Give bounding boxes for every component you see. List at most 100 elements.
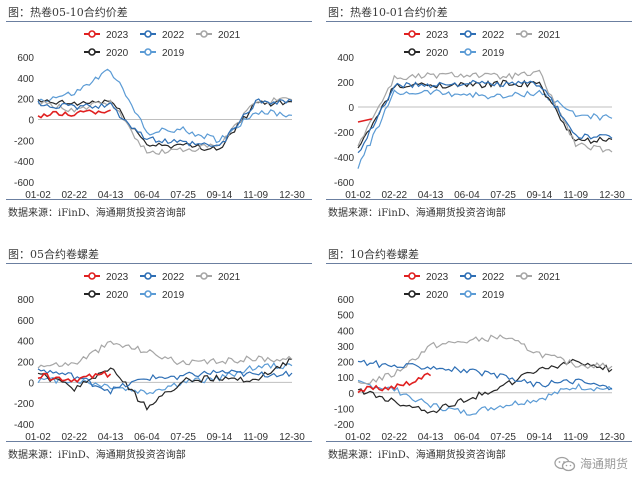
y-tick-label: 0	[348, 389, 354, 400]
legend-label-2019: 2019	[482, 290, 505, 301]
title-rule	[326, 263, 632, 264]
panel-title: 图：05合约卷螺差	[8, 248, 99, 261]
y-tick-label: -600	[334, 178, 354, 189]
chart-panel-10-coil-rebar: 图：10合约卷螺差 2023 2022 2021 2020 2019 600 500 400 3…	[322, 242, 638, 480]
panel-title: 图：热卷05-10合约价差	[8, 6, 128, 19]
y-tick-label: -400	[14, 420, 34, 431]
y-tick-label: 800	[17, 295, 34, 306]
series-line-2023	[37, 370, 112, 383]
y-tick-label: -200	[14, 399, 34, 410]
y-tick-label: 200	[17, 358, 34, 369]
panel-title: 图：热卷10-01合约价差	[328, 6, 448, 19]
y-tick-label: -600	[14, 178, 34, 189]
y-tick-label: -400	[334, 153, 354, 164]
y-tick-label: 200	[17, 95, 34, 106]
y-tick-label: -400	[14, 157, 34, 168]
y-tick-label: -100	[334, 404, 354, 415]
legend-label-2020: 2020	[426, 48, 449, 59]
legend-marker-2020	[408, 48, 416, 56]
x-tick-label: 01-02	[345, 190, 371, 200]
x-tick-label: 01-02	[25, 190, 51, 200]
series-line-2020	[357, 358, 613, 414]
x-tick-label: 11-09	[243, 432, 268, 442]
series-line-2019	[357, 379, 613, 416]
legend-label-2019: 2019	[162, 48, 185, 59]
y-tick-label: 100	[337, 373, 354, 384]
y-tick-label: 600	[17, 316, 34, 327]
legend-marker-2020	[88, 290, 96, 298]
y-tick-label: 0	[28, 116, 34, 127]
x-tick-label: 02-22	[381, 432, 407, 442]
series-line-2020	[37, 358, 293, 411]
legend-label-2023: 2023	[426, 30, 449, 41]
legend-label-2021: 2021	[218, 30, 241, 41]
title-rule	[326, 21, 632, 22]
x-tick-label: 11-09	[563, 190, 588, 200]
chart-panel-hrc-05-10: 图：热卷05-10合约价差 2023 2022 2021 2020 2019 600 400…	[2, 0, 318, 238]
series-line-2019	[357, 89, 613, 169]
legend-label-2021: 2021	[538, 30, 561, 41]
source-rule	[326, 441, 632, 442]
x-tick-label: 09-14	[207, 432, 233, 442]
y-tick-label: 200	[337, 78, 354, 89]
legend-marker-2019	[144, 290, 152, 298]
series-line-2021	[357, 334, 613, 385]
x-tick-label: 11-09	[243, 190, 268, 200]
watermark-text: 海通期货	[579, 457, 628, 471]
y-tick-label: 500	[337, 311, 354, 322]
x-tick-label: 07-25	[490, 190, 516, 200]
legend-marker-2019	[464, 48, 472, 56]
legend-label-2023: 2023	[106, 30, 129, 41]
y-tick-label: 400	[17, 74, 34, 85]
legend-marker-2022	[144, 30, 152, 38]
legend-marker-2023	[408, 30, 416, 38]
series-line-2023	[37, 109, 111, 119]
series-line-2023	[357, 118, 373, 123]
series-line-2022	[357, 79, 613, 154]
x-tick-label: 04-13	[98, 432, 124, 442]
legend-marker-2022	[464, 30, 472, 38]
series-line-2019	[37, 68, 293, 144]
source-rule	[6, 199, 312, 200]
legend-marker-2019	[144, 48, 152, 56]
x-tick-label: 12-30	[279, 190, 305, 200]
series-line-2023	[357, 372, 432, 394]
y-tick-label: -200	[334, 420, 354, 431]
x-tick-label: 07-25	[490, 432, 516, 442]
x-tick-label: 04-13	[418, 432, 444, 442]
legend-marker-2022	[144, 272, 152, 280]
legend-marker-2021	[520, 30, 528, 38]
x-tick-label: 07-25	[170, 190, 196, 200]
y-tick-label: 200	[337, 358, 354, 369]
x-tick-label: 02-22	[61, 432, 87, 442]
x-tick-label: 09-14	[527, 432, 553, 442]
x-tick-label: 06-04	[454, 190, 480, 200]
legend-label-2023: 2023	[106, 272, 129, 283]
panel-title: 图：10合约卷螺差	[328, 248, 419, 261]
x-tick-label: 04-13	[98, 190, 124, 200]
x-tick-label: 06-04	[134, 190, 160, 200]
legend-marker-2021	[200, 30, 208, 38]
x-tick-label: 02-22	[61, 190, 87, 200]
legend-label-2022: 2022	[482, 272, 505, 283]
y-tick-label: 400	[17, 337, 34, 348]
legend-marker-2021	[200, 272, 208, 280]
x-tick-label: 09-14	[527, 190, 553, 200]
y-tick-label: 400	[337, 326, 354, 337]
chart-panel-hrc-10-01: 图：热卷10-01合约价差 2023 2022 2021 2020 2019 400 200…	[322, 0, 638, 238]
legend-label-2020: 2020	[106, 48, 129, 59]
x-tick-label: 04-13	[418, 190, 444, 200]
x-tick-label: 01-02	[25, 432, 51, 442]
line-chart: 2023 2022 2021 2020 2019 600 500 400 300 200 100 0 -…	[334, 272, 625, 442]
x-tick-label: 09-14	[207, 190, 233, 200]
legend-label-2023: 2023	[426, 272, 449, 283]
y-tick-label: 400	[337, 53, 354, 64]
legend-label-2022: 2022	[482, 30, 505, 41]
legend-label-2019: 2019	[482, 48, 505, 59]
y-tick-label: -200	[334, 128, 354, 139]
y-tick-label: 0	[348, 103, 354, 114]
legend-label-2022: 2022	[162, 272, 185, 283]
legend-marker-2023	[408, 272, 416, 280]
legend-marker-2020	[88, 48, 96, 56]
series-line-2020	[357, 79, 613, 149]
